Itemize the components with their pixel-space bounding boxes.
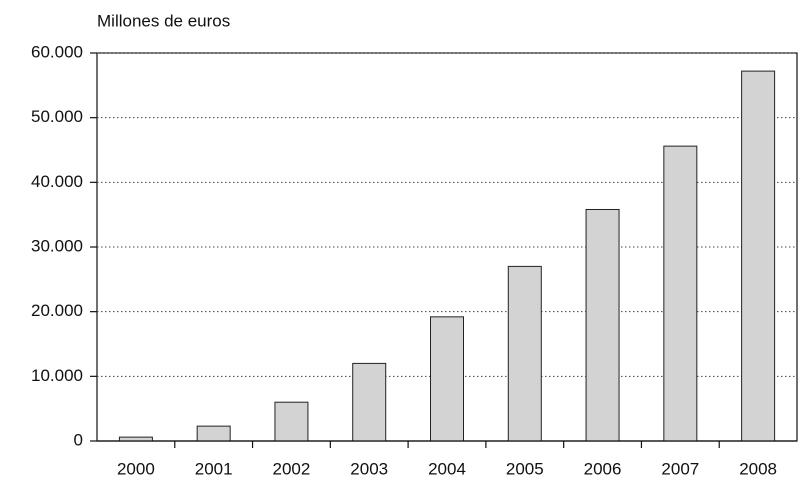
x-tick-label: 2004 [428,459,466,478]
y-tick-label: 60.000 [31,42,83,61]
y-tick-label: 20.000 [31,301,83,320]
y-tick-label: 30.000 [31,236,83,255]
x-tick-label: 2005 [506,459,544,478]
bar [274,401,309,442]
bar [196,425,231,442]
y-tick-label: 10.000 [31,366,83,385]
x-tick-label: 2001 [195,459,233,478]
bar [507,265,542,442]
x-tick-label: 2006 [584,459,622,478]
x-tick-label: 2002 [273,459,311,478]
bar [741,70,776,442]
x-tick-label: 2007 [661,459,699,478]
x-tick-label: 2000 [117,459,155,478]
y-tick-label: 50.000 [31,107,83,126]
bar [585,208,620,442]
y-tick-label: 40.000 [31,172,83,191]
x-tick-label: 2008 [739,459,777,478]
x-tick-label: 2003 [350,459,388,478]
chart-title: Millones de euros [97,11,230,30]
bar [430,316,464,442]
bar [352,362,387,442]
bar [663,145,698,442]
y-tick-label: 0 [74,430,83,449]
